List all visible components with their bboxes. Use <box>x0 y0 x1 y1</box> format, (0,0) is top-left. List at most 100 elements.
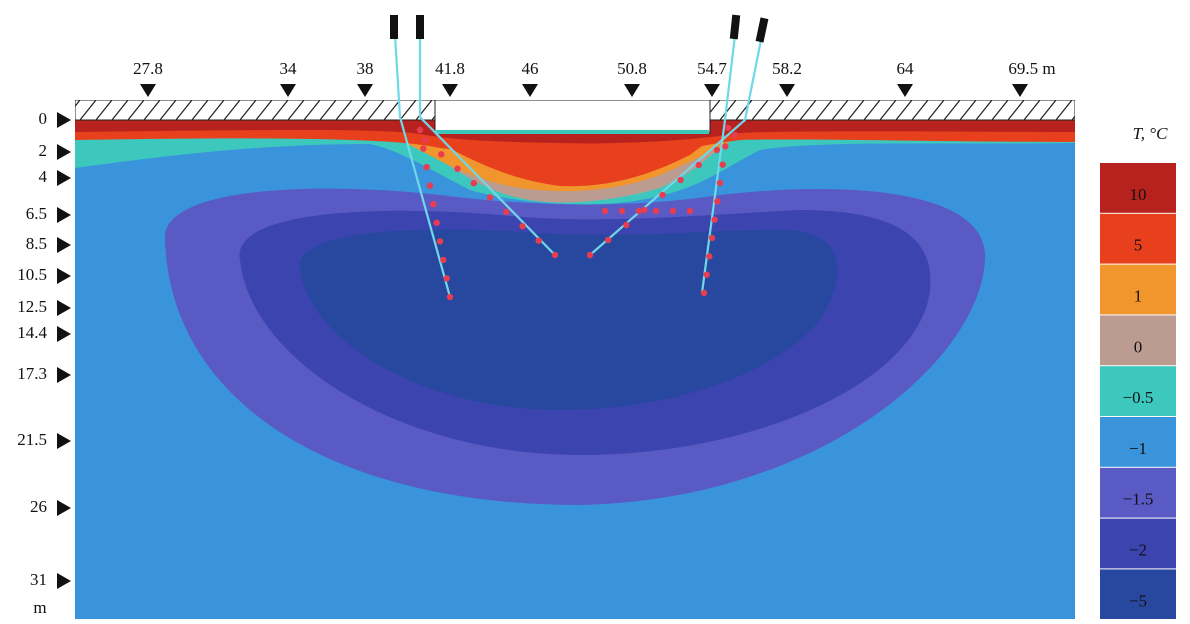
top-marker-label: 69.5 m <box>1008 59 1055 78</box>
top-marker <box>522 84 538 97</box>
depth-marker <box>57 268 71 284</box>
legend-label: 5 <box>1134 236 1143 255</box>
sensor-dot <box>677 177 683 183</box>
top-marker-label: 58.2 <box>772 59 802 78</box>
sensor-dot <box>714 198 720 204</box>
top-marker <box>140 84 156 97</box>
legend-label: −1.5 <box>1123 490 1154 509</box>
sensor-dot <box>696 162 702 168</box>
depth-marker <box>57 237 71 253</box>
depth-label: 31 <box>30 570 47 589</box>
sensor-dot <box>659 192 665 198</box>
top-marker <box>280 84 296 97</box>
depth-marker <box>57 207 71 223</box>
sensor-dot <box>443 275 449 281</box>
sensor-dot <box>440 257 446 263</box>
depth-marker <box>57 144 71 160</box>
temperature-field <box>75 100 1075 619</box>
top-marker <box>897 84 913 97</box>
top-marker-label: 41.8 <box>435 59 465 78</box>
top-marker-label: 64 <box>897 59 915 78</box>
depth-marker <box>57 500 71 516</box>
top-marker-label: 54.7 <box>697 59 727 78</box>
sensor-dot <box>503 209 509 215</box>
depth-marker <box>57 367 71 383</box>
hatch-left <box>75 100 435 120</box>
top-marker <box>1012 84 1028 97</box>
sensor-dot <box>619 208 625 214</box>
sensor-dot <box>430 201 436 207</box>
sensor-dot <box>709 235 715 241</box>
sensor-dot <box>417 127 423 133</box>
top-marker-label: 38 <box>357 59 374 78</box>
legend-label: 1 <box>1134 287 1143 306</box>
sensor-dot <box>725 125 731 131</box>
sensor-dot <box>433 220 439 226</box>
sensor-dot <box>717 180 723 186</box>
sensor-dot <box>437 238 443 244</box>
sensor-dot <box>422 137 428 143</box>
legend-label: −5 <box>1129 591 1147 610</box>
top-marker <box>442 84 458 97</box>
sensor-dot <box>454 166 460 172</box>
sensor-dot <box>706 253 712 259</box>
top-marker <box>779 84 795 97</box>
sensor-dot <box>636 208 642 214</box>
sensor-dot <box>487 194 493 200</box>
sensor-dot <box>420 145 426 151</box>
sensor-dot <box>438 151 444 157</box>
top-marker <box>357 84 373 97</box>
cable-head <box>416 15 424 39</box>
sensor-dot <box>703 271 709 277</box>
hatch-right <box>710 100 1075 120</box>
depth-marker <box>57 573 71 589</box>
top-marker <box>704 84 720 97</box>
top-marker-label: 27.8 <box>133 59 163 78</box>
sensor-dot <box>641 207 647 213</box>
top-marker-label: 46 <box>522 59 539 78</box>
depth-label: 12.5 <box>17 297 47 316</box>
structure <box>435 100 710 133</box>
sensor-dot <box>605 237 611 243</box>
top-marker-label: 34 <box>280 59 298 78</box>
sensor-dot <box>602 208 608 214</box>
sensor-dot <box>427 182 433 188</box>
sensor-dot <box>519 223 525 229</box>
depth-label: 6.5 <box>26 204 47 223</box>
sensor-dot <box>719 161 725 167</box>
sensor-dot <box>536 237 542 243</box>
legend-label: −1 <box>1129 439 1147 458</box>
depth-label: 0 <box>39 109 48 128</box>
sensor-dot <box>552 252 558 258</box>
legend-label: 10 <box>1130 185 1147 204</box>
sensor-dot <box>711 216 717 222</box>
depth-marker <box>57 112 71 128</box>
depth-label: 4 <box>39 167 48 186</box>
depth-marker <box>57 170 71 186</box>
legend-title: T, °C <box>1133 124 1168 143</box>
sensor-dot <box>423 164 429 170</box>
structure-base <box>436 130 709 134</box>
sensor-dot <box>687 208 693 214</box>
depth-marker <box>57 326 71 342</box>
sensor-dot <box>732 132 738 138</box>
sensor-dot <box>447 294 453 300</box>
sensor-dot <box>701 290 707 296</box>
depth-label: 2 <box>39 141 48 160</box>
sensor-dot <box>653 208 659 214</box>
sensor-dot <box>471 180 477 186</box>
depth-label: m <box>33 598 46 617</box>
sensor-dot <box>714 147 720 153</box>
sensor-dot <box>722 143 728 149</box>
depth-label: 10.5 <box>17 265 47 284</box>
sensor-dot <box>587 252 593 258</box>
depth-label: 8.5 <box>26 234 47 253</box>
legend-label: −2 <box>1129 541 1147 560</box>
depth-marker <box>57 300 71 316</box>
depth-marker <box>57 433 71 449</box>
depth-label: 21.5 <box>17 430 47 449</box>
legend-label: −0.5 <box>1123 388 1154 407</box>
cable-head <box>730 15 740 40</box>
depth-label: 26 <box>30 497 47 516</box>
